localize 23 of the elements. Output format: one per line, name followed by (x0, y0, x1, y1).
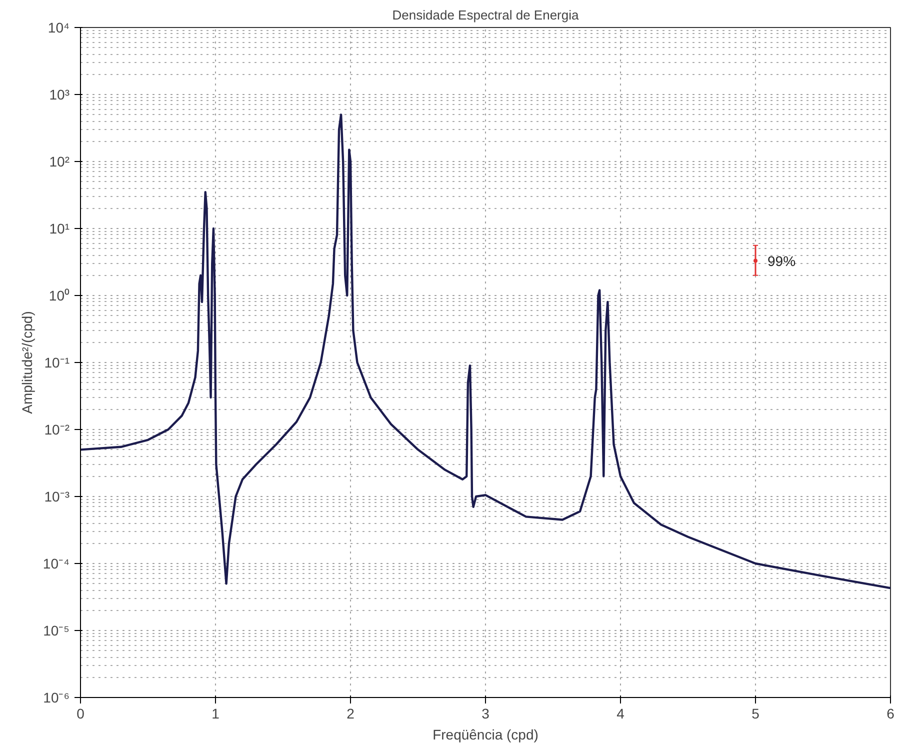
y-tick-label: 10² (49, 154, 70, 170)
y-tick-label: 10⁰ (48, 288, 70, 304)
x-tick-label: 4 (616, 706, 625, 722)
y-tick-label: 10⁻⁵ (43, 622, 70, 638)
x-tick-label: 2 (346, 706, 355, 722)
x-tick-label: 6 (886, 706, 895, 722)
x-tick-label: 0 (76, 706, 85, 722)
y-tick-label: 10⁴ (48, 20, 70, 36)
y-tick-label: 10⁻² (44, 422, 70, 438)
y-tick-label: 10⁻⁶ (43, 690, 70, 706)
y-axis-title: Amplitude²/(cpd) (18, 311, 35, 414)
x-tick-label: 3 (482, 706, 490, 722)
y-tick-label: 10³ (49, 86, 70, 102)
x-tick-label: 5 (752, 706, 760, 722)
y-tick-label: 10¹ (49, 220, 70, 236)
y-tick-label: 10⁻³ (44, 488, 70, 504)
x-axis-title: Freqüência (cpd) (432, 726, 538, 742)
y-tick-label: 10⁻¹ (44, 354, 70, 370)
y-tick-label: 10⁻⁴ (42, 556, 70, 572)
chart-title: Densidade Espectral de Energia (392, 8, 580, 22)
annotation: 99% (768, 252, 796, 269)
line-series (80, 114, 890, 590)
x-tick-label: 1 (212, 706, 220, 722)
